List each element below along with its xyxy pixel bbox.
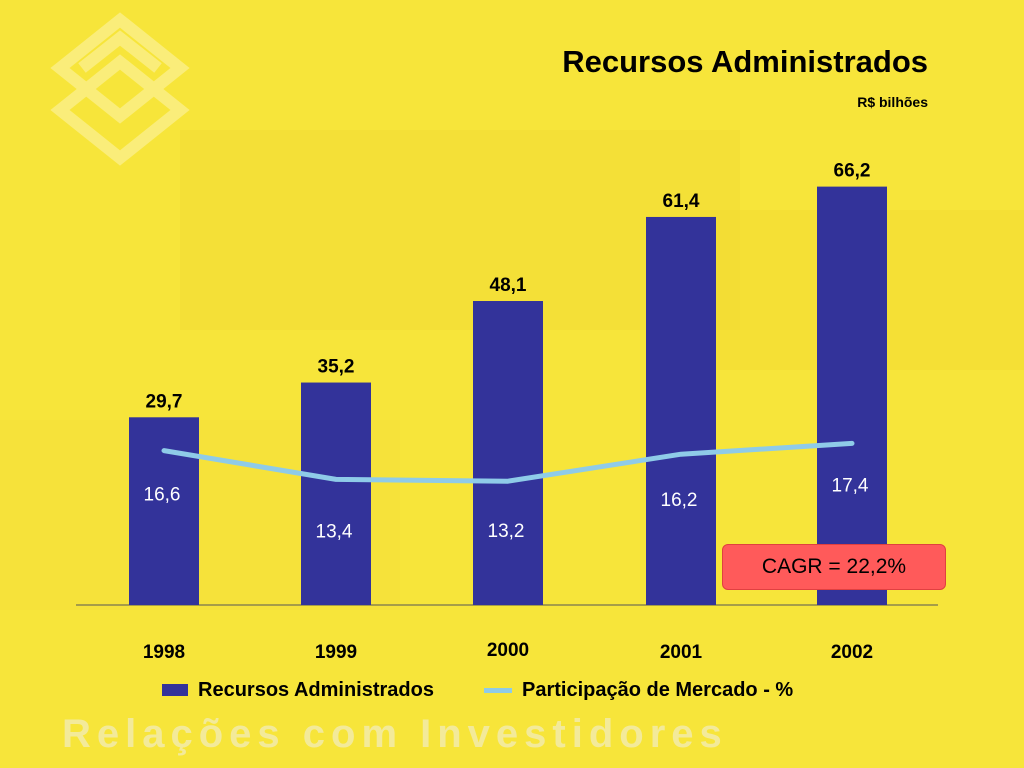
bar-value-label-1999: 35,2 [318, 357, 355, 378]
bar-1998 [129, 417, 199, 605]
x-tick-label-2002: 2002 [831, 642, 873, 663]
legend-label-line: Participação de Mercado - % [522, 678, 794, 701]
share-value-label-2000: 13,2 [488, 521, 525, 542]
legend-item-line: Participação de Mercado - % [484, 679, 793, 702]
bar-2000 [473, 301, 543, 605]
legend-item-bar: Recursos Administrados [162, 679, 434, 702]
bar-value-label-2002: 66,2 [834, 161, 871, 182]
legend-label-bar: Recursos Administrados [198, 678, 434, 701]
x-tick-label-1999: 1999 [315, 642, 357, 663]
chart-legend: Recursos Administrados Participação de M… [162, 676, 793, 704]
bar-value-label-2000: 48,1 [490, 275, 527, 296]
cagr-badge: CAGR = 22,2% [722, 544, 946, 590]
x-tick-label-2001: 2001 [660, 642, 703, 663]
chart-subtitle: R$ bilhões [857, 94, 928, 110]
share-value-label-2002: 17,4 [832, 475, 869, 496]
share-value-label-2001: 16,2 [661, 490, 698, 511]
x-tick-label-2000: 2000 [487, 640, 529, 661]
bar-2001 [646, 216, 716, 605]
banco-do-brasil-logo-icon [50, 12, 190, 166]
chart-title: Recursos Administrados [562, 44, 928, 79]
x-tick-label-1998: 1998 [143, 642, 185, 663]
bar-value-label-1998: 29,7 [146, 391, 183, 412]
footer-banner: Relações com Investidores [62, 712, 728, 756]
share-value-label-1999: 13,4 [316, 521, 353, 542]
bar-value-label-2001: 61,4 [663, 191, 700, 212]
legend-swatch-line [484, 687, 512, 693]
legend-swatch-bar [162, 684, 188, 696]
bar-1999 [301, 382, 371, 605]
share-value-label-1998: 16,6 [144, 485, 181, 506]
market-share-line [161, 440, 855, 484]
bar-2002 [817, 186, 887, 605]
